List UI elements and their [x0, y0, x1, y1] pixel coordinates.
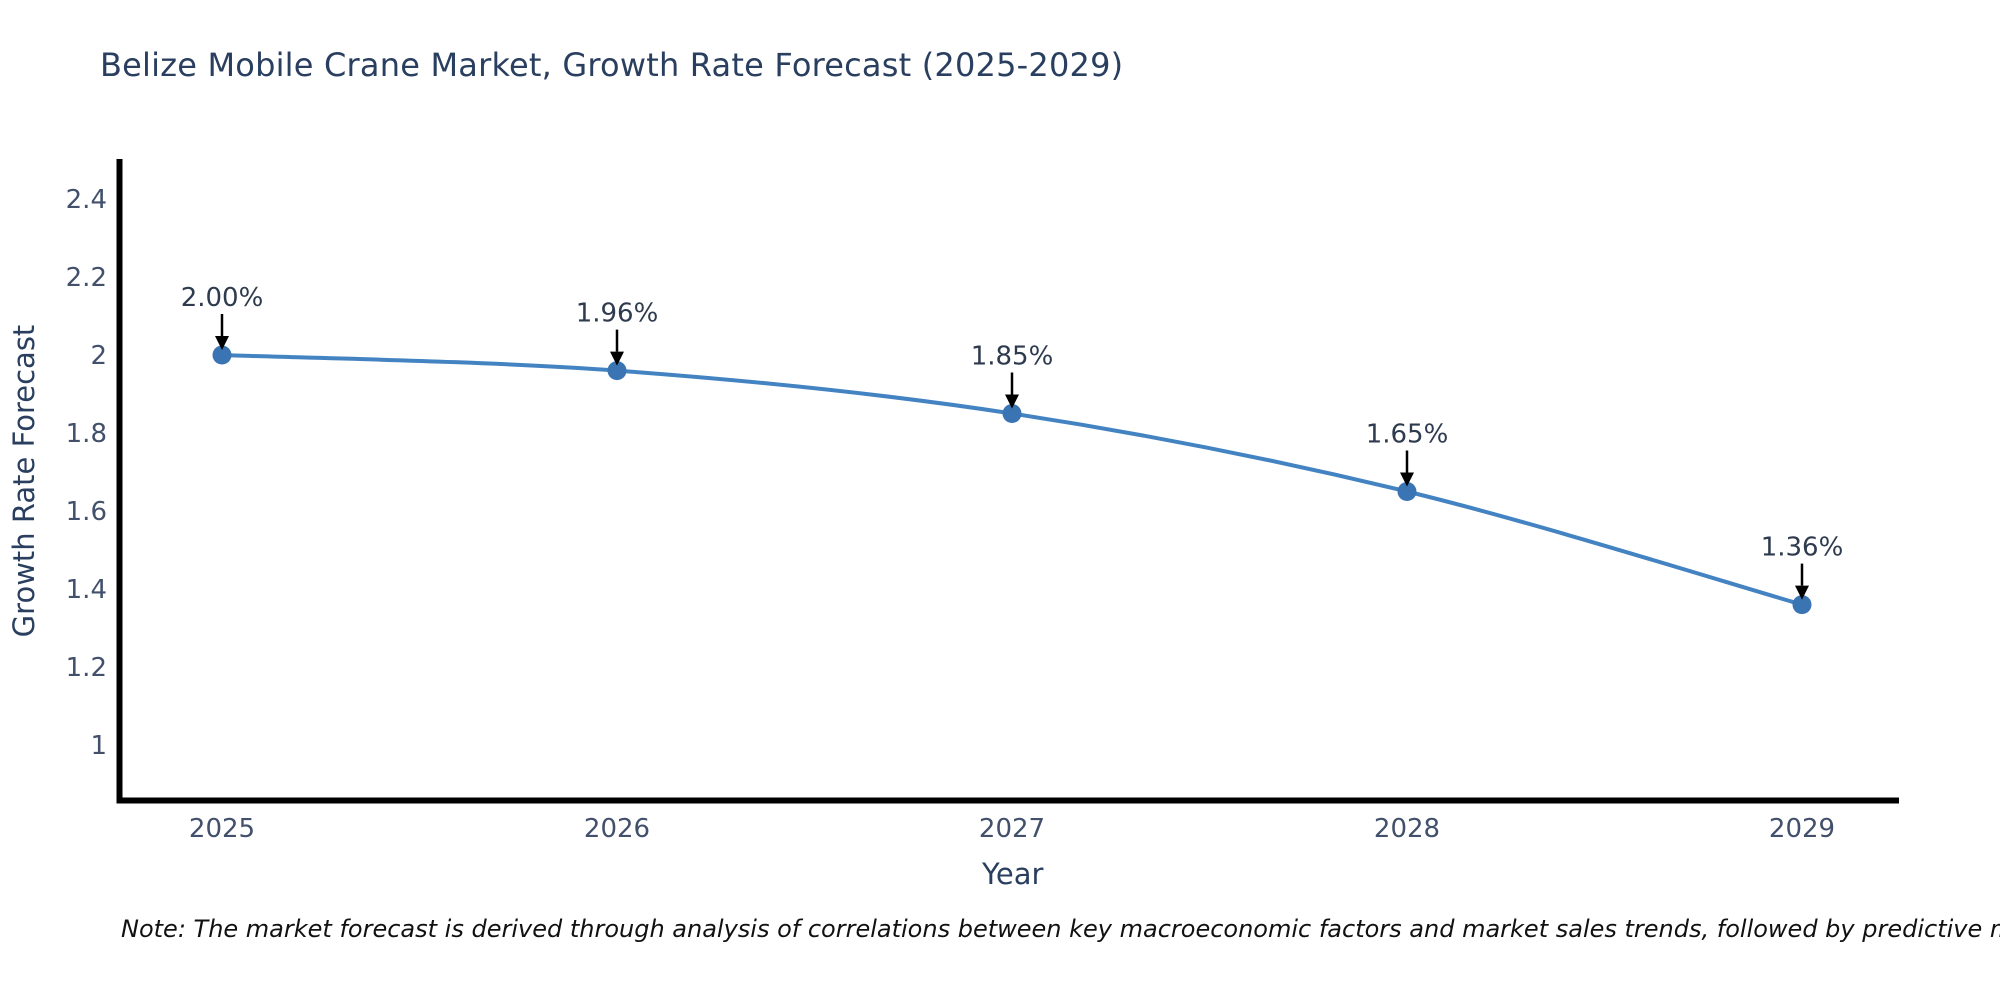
y-tick-label: 1.8 [66, 419, 107, 449]
data-point-marker-2029 [1792, 595, 1812, 615]
y-tick-label: 2 [90, 341, 107, 371]
annotation-arrow-head [1400, 472, 1414, 487]
point-annotation: 1.65% [1366, 420, 1449, 450]
y-tick-label: 2.2 [66, 263, 107, 293]
data-point-marker-2026 [607, 361, 627, 381]
x-tick-label: 2029 [1769, 814, 1835, 844]
x-tick-label: 2026 [584, 814, 650, 844]
point-annotation: 1.96% [576, 299, 659, 329]
data-point-marker-2025 [212, 345, 232, 365]
y-tick-label: 1.2 [66, 653, 107, 683]
annotation-arrow-head [610, 351, 624, 366]
y-axis-title: Growth Rate Forecast [7, 325, 41, 638]
point-annotation: 2.00% [181, 283, 264, 313]
x-tick-label: 2028 [1374, 814, 1440, 844]
annotation-arrow-head [215, 336, 229, 350]
chart-title: Belize Mobile Crane Market, Growth Rate … [100, 46, 1124, 84]
x-tick-label: 2025 [189, 814, 255, 844]
footnote: Note: The market forecast is derived thr… [121, 915, 2000, 943]
annotation-arrow-head [1795, 585, 1809, 600]
data-point-marker-2028 [1397, 482, 1417, 501]
point-annotation: 1.85% [971, 342, 1054, 372]
y-tick-label: 1.6 [66, 497, 107, 527]
x-axis-title: Year [981, 857, 1043, 891]
y-tick-label: 1.4 [66, 575, 107, 605]
point-annotation: 1.36% [1761, 533, 1844, 563]
y-tick-label: 2.4 [66, 185, 107, 215]
x-tick-label: 2027 [979, 814, 1045, 844]
y-tick-label: 1 [90, 731, 107, 761]
data-point-marker-2027 [1002, 404, 1022, 423]
annotation-arrow-head [1005, 394, 1019, 409]
